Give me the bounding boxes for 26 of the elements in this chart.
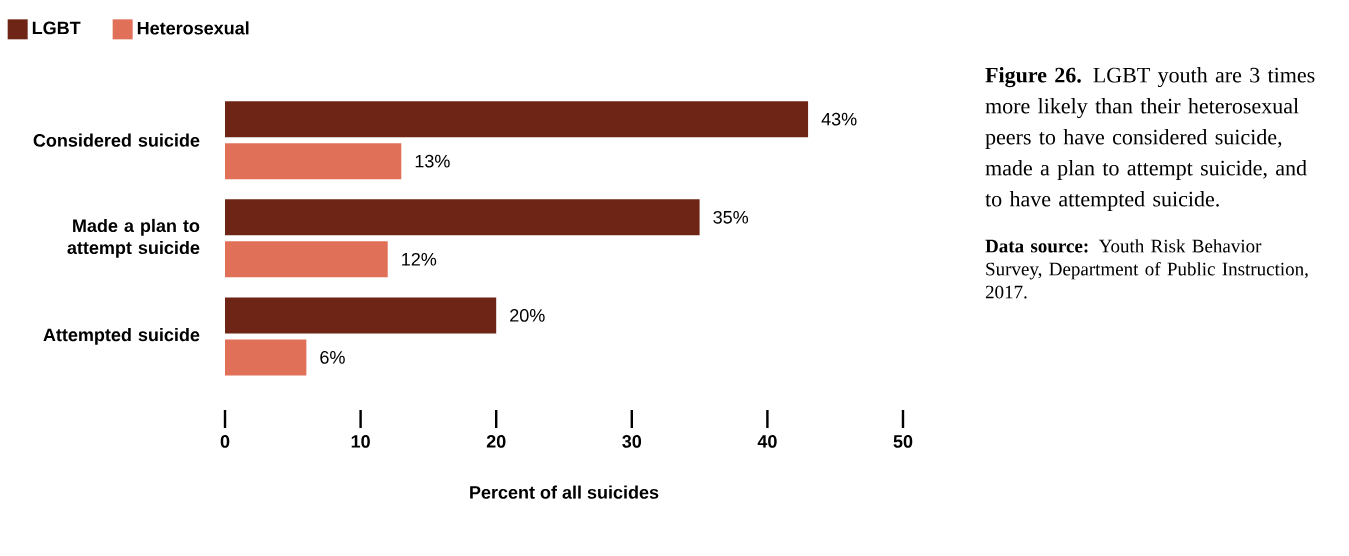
x-tick-label: 0 bbox=[220, 435, 230, 448]
y-tick-label: Made a plan to attempt suicide bbox=[67, 218, 200, 258]
text: Data source: Youth Risk Behavior Survey, Department of Public Instruction, 2017. bbox=[985, 239, 1308, 299]
x-tick-label: 40 bbox=[757, 435, 777, 448]
data-label: 35% bbox=[713, 210, 749, 224]
y-tick-label: Considered suicide bbox=[33, 133, 200, 147]
bar bbox=[225, 297, 497, 334]
data-label: 12% bbox=[402, 252, 437, 266]
x-tick-label: 50 bbox=[893, 435, 913, 448]
bar bbox=[225, 339, 307, 376]
bar bbox=[225, 143, 402, 180]
text: Figure 26. LGBT youth are 3 times more likely than their heterosexual peers to have considered suicide, made a plan to attempt suicide, and to have attempted suicide. bbox=[985, 67, 1315, 211]
legend-label: LGBT bbox=[32, 21, 81, 35]
x-tick-label: 10 bbox=[351, 435, 370, 448]
y-tick-label: Attempted suicide bbox=[43, 328, 200, 345]
x-tick-label: 30 bbox=[622, 435, 642, 448]
bar bbox=[225, 101, 809, 138]
data-label: 6% bbox=[320, 351, 345, 364]
bar bbox=[225, 241, 388, 278]
x-axis-title: Percent of all suicides bbox=[470, 485, 659, 499]
data-label: 20% bbox=[510, 309, 545, 322]
x-tick-label: 20 bbox=[486, 435, 506, 448]
legend-label: Heterosexual bbox=[137, 21, 249, 35]
bar bbox=[225, 199, 700, 236]
data-label: 13% bbox=[415, 154, 450, 168]
data-label: 43% bbox=[821, 112, 857, 126]
